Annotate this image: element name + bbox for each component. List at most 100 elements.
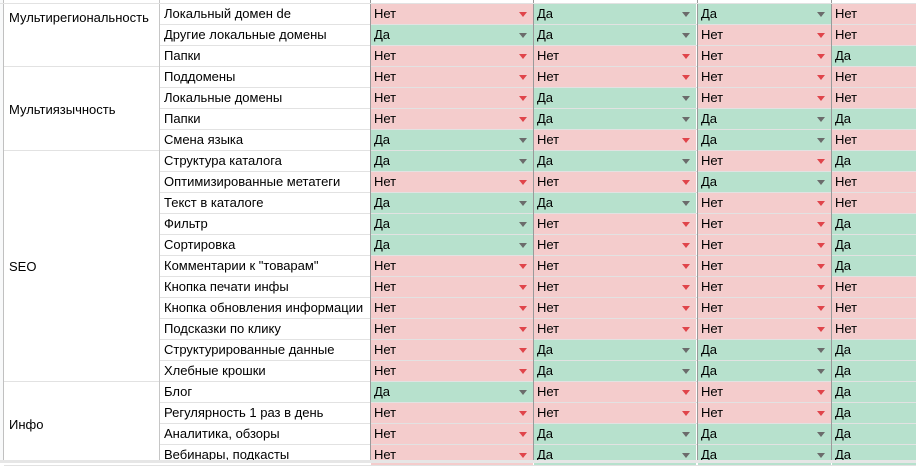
status-dropdown-a[interactable]: Да xyxy=(371,193,533,213)
status-dropdown-a[interactable]: Нет xyxy=(371,109,533,129)
status-dropdown-d[interactable]: Да xyxy=(832,46,916,66)
status-dropdown-d[interactable]: Да xyxy=(832,382,916,402)
status-dropdown-b[interactable]: Нет xyxy=(534,298,696,318)
status-dropdown-d[interactable]: Нет xyxy=(832,4,916,24)
feature-label[interactable]: Аналитика, обзоры xyxy=(160,424,369,444)
status-dropdown-c[interactable]: Нет xyxy=(698,235,831,255)
status-dropdown-d[interactable]: Да xyxy=(832,235,916,255)
dropdown-arrow-icon[interactable] xyxy=(682,411,690,416)
status-dropdown-c[interactable]: Да xyxy=(698,172,831,192)
status-dropdown-d[interactable]: Нет xyxy=(832,130,916,150)
feature-label[interactable]: Комментарии к "товарам" xyxy=(160,256,369,276)
status-dropdown-d[interactable]: Нет xyxy=(832,277,916,297)
status-dropdown-d[interactable]: Нет xyxy=(832,193,916,213)
dropdown-arrow-icon[interactable] xyxy=(817,348,825,353)
dropdown-arrow-icon[interactable] xyxy=(519,348,527,353)
dropdown-arrow-icon[interactable] xyxy=(519,180,527,185)
dropdown-arrow-icon[interactable] xyxy=(817,117,825,122)
dropdown-arrow-icon[interactable] xyxy=(519,201,527,206)
dropdown-arrow-icon[interactable] xyxy=(817,96,825,101)
dropdown-arrow-icon[interactable] xyxy=(519,285,527,290)
status-dropdown-c[interactable]: Да xyxy=(698,361,831,381)
status-dropdown-d[interactable]: Нет xyxy=(832,67,916,87)
status-dropdown-c[interactable]: Да xyxy=(698,109,831,129)
status-dropdown-d[interactable]: Нет xyxy=(832,88,916,108)
dropdown-arrow-icon[interactable] xyxy=(682,75,690,80)
status-dropdown-a[interactable]: Нет xyxy=(371,4,533,24)
dropdown-arrow-icon[interactable] xyxy=(682,96,690,101)
dropdown-arrow-icon[interactable] xyxy=(817,75,825,80)
dropdown-arrow-icon[interactable] xyxy=(682,327,690,332)
dropdown-arrow-icon[interactable] xyxy=(519,12,527,17)
status-dropdown-d[interactable]: Да xyxy=(832,424,916,444)
status-dropdown-d[interactable]: Нет xyxy=(832,298,916,318)
dropdown-arrow-icon[interactable] xyxy=(519,327,527,332)
status-dropdown-b[interactable]: Нет xyxy=(534,67,696,87)
dropdown-arrow-icon[interactable] xyxy=(817,54,825,59)
status-dropdown-b[interactable]: Нет xyxy=(534,319,696,339)
status-dropdown-a[interactable]: Да xyxy=(371,130,533,150)
status-dropdown-d[interactable]: Да xyxy=(832,361,916,381)
status-dropdown-a[interactable]: Нет xyxy=(371,403,533,423)
status-dropdown-c[interactable]: Нет xyxy=(698,256,831,276)
dropdown-arrow-icon[interactable] xyxy=(519,264,527,269)
feature-label[interactable]: Локальные домены xyxy=(160,88,369,108)
status-dropdown-c[interactable]: Нет xyxy=(698,193,831,213)
dropdown-arrow-icon[interactable] xyxy=(682,180,690,185)
group-cell[interactable]: SEO xyxy=(5,151,159,382)
dropdown-arrow-icon[interactable] xyxy=(817,243,825,248)
dropdown-arrow-icon[interactable] xyxy=(519,33,527,38)
dropdown-arrow-icon[interactable] xyxy=(817,12,825,17)
status-dropdown-d[interactable]: Нет xyxy=(832,172,916,192)
status-dropdown-c[interactable]: Нет xyxy=(698,277,831,297)
status-dropdown-a[interactable]: Да xyxy=(371,151,533,171)
status-dropdown-b[interactable]: Нет xyxy=(534,277,696,297)
dropdown-arrow-icon[interactable] xyxy=(817,159,825,164)
dropdown-arrow-icon[interactable] xyxy=(519,96,527,101)
status-dropdown-b[interactable]: Да xyxy=(534,424,696,444)
dropdown-arrow-icon[interactable] xyxy=(682,117,690,122)
status-dropdown-a[interactable]: Нет xyxy=(371,256,533,276)
status-dropdown-a[interactable]: Нет xyxy=(371,88,533,108)
dropdown-arrow-icon[interactable] xyxy=(519,369,527,374)
feature-label[interactable]: Подсказки по клику xyxy=(160,319,369,339)
dropdown-arrow-icon[interactable] xyxy=(519,453,527,458)
status-dropdown-b[interactable]: Да xyxy=(534,340,696,360)
feature-label[interactable]: Регулярность 1 раз в день xyxy=(160,403,369,423)
status-dropdown-a[interactable]: Нет xyxy=(371,361,533,381)
status-dropdown-b[interactable]: Да xyxy=(534,109,696,129)
status-dropdown-c[interactable]: Нет xyxy=(698,214,831,234)
status-dropdown-c[interactable]: Да xyxy=(698,130,831,150)
status-dropdown-c[interactable]: Да xyxy=(698,340,831,360)
status-dropdown-b[interactable]: Да xyxy=(534,25,696,45)
status-dropdown-b[interactable]: Нет xyxy=(534,46,696,66)
status-dropdown-c[interactable]: Да xyxy=(698,4,831,24)
status-dropdown-c[interactable]: Нет xyxy=(698,382,831,402)
status-dropdown-a[interactable]: Нет xyxy=(371,172,533,192)
dropdown-arrow-icon[interactable] xyxy=(817,390,825,395)
status-dropdown-b[interactable]: Нет xyxy=(534,382,696,402)
status-dropdown-b[interactable]: Да xyxy=(534,88,696,108)
dropdown-arrow-icon[interactable] xyxy=(682,54,690,59)
dropdown-arrow-icon[interactable] xyxy=(817,264,825,269)
dropdown-arrow-icon[interactable] xyxy=(817,138,825,143)
dropdown-arrow-icon[interactable] xyxy=(519,243,527,248)
status-dropdown-c[interactable]: Нет xyxy=(698,46,831,66)
status-dropdown-a[interactable]: Да xyxy=(371,235,533,255)
feature-label[interactable]: Локальный домен de xyxy=(160,4,369,24)
status-dropdown-d[interactable]: Да xyxy=(832,403,916,423)
dropdown-arrow-icon[interactable] xyxy=(682,33,690,38)
dropdown-arrow-icon[interactable] xyxy=(682,285,690,290)
status-dropdown-b[interactable]: Да xyxy=(534,193,696,213)
dropdown-arrow-icon[interactable] xyxy=(682,369,690,374)
feature-label[interactable]: Другие локальные домены xyxy=(160,25,369,45)
dropdown-arrow-icon[interactable] xyxy=(519,222,527,227)
status-dropdown-c[interactable]: Нет xyxy=(698,319,831,339)
feature-label[interactable]: Кнопка обновления информации xyxy=(160,298,369,318)
group-cell[interactable]: Мультирегиональность xyxy=(5,4,159,67)
status-dropdown-a[interactable]: Нет xyxy=(371,319,533,339)
dropdown-arrow-icon[interactable] xyxy=(682,201,690,206)
status-dropdown-b[interactable]: Нет xyxy=(534,130,696,150)
status-dropdown-d[interactable]: Да xyxy=(832,151,916,171)
dropdown-arrow-icon[interactable] xyxy=(817,432,825,437)
